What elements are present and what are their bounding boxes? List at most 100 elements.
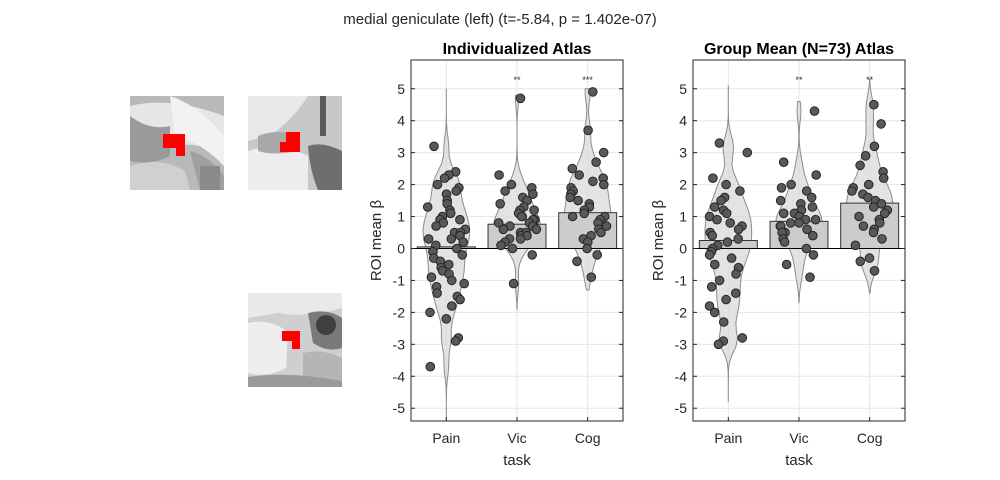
data-point — [446, 234, 457, 244]
y-tick-label: -4 — [393, 368, 406, 384]
data-point — [565, 192, 576, 203]
y-tick-label: -3 — [675, 336, 688, 352]
data-point — [786, 179, 796, 190]
data-point — [450, 336, 461, 346]
data-point — [801, 186, 812, 196]
data-point — [860, 151, 871, 161]
data-point — [776, 183, 787, 193]
data-point — [591, 157, 601, 167]
x-tick-label-pain: Pain — [432, 430, 460, 446]
data-point — [742, 147, 753, 158]
data-point — [876, 119, 886, 129]
data-point — [431, 221, 441, 231]
data-point — [494, 170, 504, 180]
data-point — [709, 202, 720, 212]
data-point — [429, 141, 439, 152]
data-point — [586, 272, 597, 283]
data-point — [779, 237, 790, 247]
x-axis-label: task — [785, 452, 813, 469]
data-point — [508, 278, 519, 289]
brain-slice-sagittal — [130, 96, 224, 190]
data-point — [863, 179, 874, 190]
data-point — [811, 170, 822, 180]
data-point — [858, 221, 869, 231]
figure-suptitle: medial geniculate (left) (t=-5.84, p = 1… — [343, 11, 657, 28]
data-point — [847, 186, 857, 196]
data-point — [507, 243, 518, 254]
data-point — [805, 272, 815, 283]
data-point — [704, 301, 715, 311]
data-point — [869, 99, 879, 110]
y-axis-label: ROI mean β — [650, 200, 667, 282]
brain-slice-axial — [248, 293, 342, 387]
data-point — [733, 234, 744, 244]
data-point — [516, 211, 527, 222]
data-point — [432, 288, 442, 299]
y-tick-label: 4 — [397, 113, 405, 129]
data-point — [716, 195, 726, 206]
data-point — [447, 275, 457, 286]
x-tick-label-cog: Cog — [857, 430, 883, 446]
data-point — [527, 250, 538, 260]
data-point — [573, 195, 583, 206]
data-point — [531, 224, 542, 235]
data-point — [808, 230, 818, 241]
data-point — [439, 173, 450, 183]
panel-2: ** ** -5 -4 -3 -2 -1 0 1 2 3 4 5 Pain Vic Cog Group Mean… — [650, 41, 906, 469]
data-point — [722, 237, 733, 247]
data-point — [583, 125, 593, 136]
bar-cog — [840, 202, 900, 249]
data-point — [721, 208, 732, 219]
y-tick-label: -1 — [675, 272, 688, 288]
brain-slice-coronal — [248, 96, 342, 190]
data-point — [869, 266, 880, 276]
data-point — [592, 250, 603, 260]
data-point — [567, 163, 578, 174]
data-point — [718, 317, 729, 327]
x-tick-label-vic: Vic — [507, 430, 526, 446]
data-point — [457, 250, 468, 260]
data-point — [709, 307, 720, 318]
y-tick-label: 5 — [397, 81, 405, 97]
y-axis-label: ROI mean β — [368, 200, 385, 282]
data-point — [878, 173, 889, 183]
y-tick-label: -5 — [675, 400, 688, 416]
y-tick-label: -2 — [393, 304, 406, 320]
data-point — [850, 240, 861, 251]
data-point — [725, 218, 736, 228]
data-point — [579, 208, 590, 219]
data-point — [801, 243, 812, 254]
data-point — [707, 230, 718, 241]
data-point — [529, 205, 539, 215]
significance-vic: ** — [795, 75, 803, 85]
data-point — [731, 288, 741, 299]
data-point — [596, 227, 606, 238]
x-tick-label-cog: Cog — [575, 430, 601, 446]
data-point — [574, 170, 585, 180]
data-point — [778, 157, 789, 167]
data-point — [714, 138, 725, 148]
data-point — [775, 195, 786, 206]
data-point — [864, 253, 875, 263]
data-point — [423, 234, 434, 244]
data-point — [731, 269, 741, 279]
data-point — [855, 256, 866, 267]
data-point — [737, 333, 748, 343]
y-tick-label: 4 — [679, 113, 687, 129]
data-point — [806, 192, 817, 203]
data-point — [854, 211, 864, 222]
data-point — [794, 218, 804, 228]
data-point — [714, 275, 725, 286]
violin-pain — [422, 88, 471, 421]
data-point — [422, 202, 433, 212]
panel-title: Group Mean (N=73) Atlas — [704, 41, 894, 58]
data-point — [506, 179, 517, 190]
data-point — [726, 253, 737, 263]
data-point — [599, 179, 609, 190]
y-tick-label: 0 — [679, 240, 687, 256]
roi-mask-coronal — [280, 132, 300, 152]
y-tick-label: 1 — [397, 209, 405, 225]
data-point — [451, 243, 462, 254]
